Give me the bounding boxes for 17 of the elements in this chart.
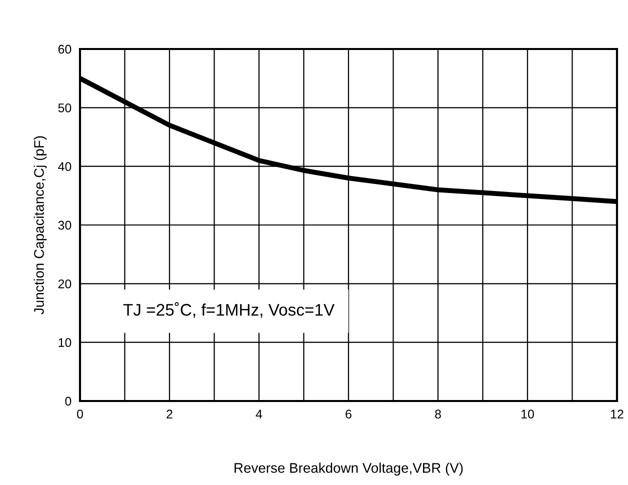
y-tick-label: 0 (65, 396, 72, 406)
y-tick-label: 40 (58, 162, 72, 171)
y-tick-label: 50 (58, 103, 72, 112)
x-tick-label: 2 (166, 410, 172, 418)
annotation: TJ =25˚C, f=1MHz, Vosc=1V (123, 302, 335, 318)
y-tick-label: 60 (58, 44, 72, 54)
x-tick-label: 6 (346, 410, 352, 419)
y-axis-title: Junction Capacitance,Cj (pF) (34, 136, 47, 314)
x-tick-label: 8 (435, 410, 441, 419)
x-tick-label: 4 (256, 410, 262, 418)
x-tick-label: 0 (77, 410, 83, 419)
y-tick-label: 30 (58, 220, 72, 230)
y-tick-label: 10 (58, 338, 72, 347)
x-axis-title: Reverse Breakdown Voltage,VBR (V) (234, 462, 463, 476)
y-tick-label: 20 (58, 279, 72, 288)
x-tick-label: 12 (611, 410, 624, 418)
x-tick-label: 10 (522, 410, 534, 419)
